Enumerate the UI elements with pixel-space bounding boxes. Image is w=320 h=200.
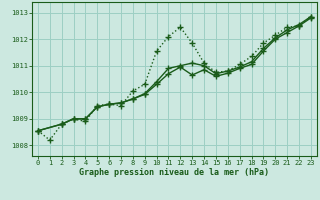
X-axis label: Graphe pression niveau de la mer (hPa): Graphe pression niveau de la mer (hPa) [79,168,269,177]
